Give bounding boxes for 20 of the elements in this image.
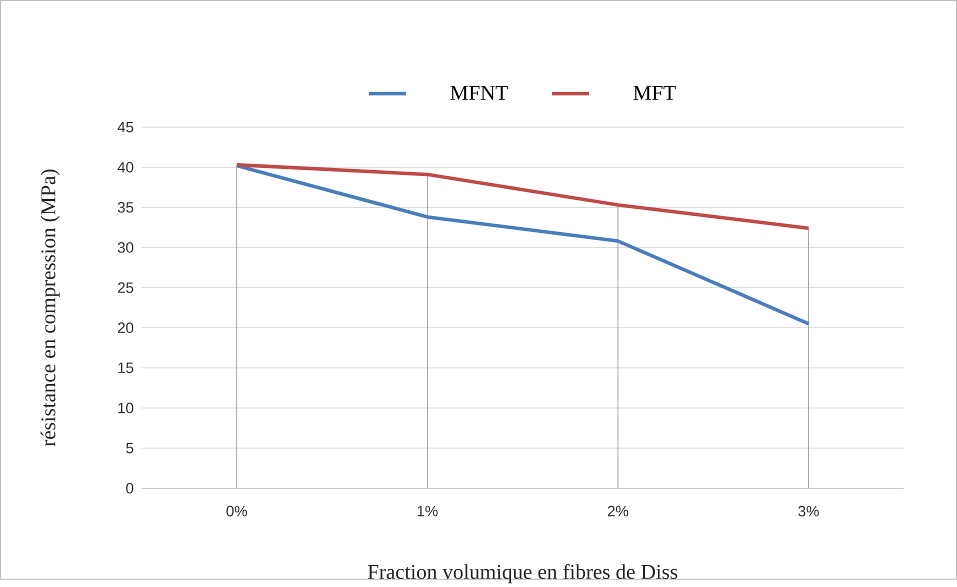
x-tick-label: 1% xyxy=(418,506,438,517)
y-tick-label: 40 xyxy=(118,162,134,173)
y-axis-title: résistance en compression (MPa) xyxy=(40,170,60,446)
y-tick-label: 20 xyxy=(118,322,134,334)
y-tick-label: 0 xyxy=(126,483,134,494)
line-series xyxy=(234,163,810,230)
y-tick-label: 25 xyxy=(118,282,134,294)
y-tick-label: 5 xyxy=(126,443,134,454)
x-tick-label: 3% xyxy=(798,506,819,517)
y-tick-label: 35 xyxy=(118,202,134,213)
x-tick-label: 0% xyxy=(226,506,248,517)
x-tick-label: 2% xyxy=(608,506,628,517)
y-tick-label: 45 xyxy=(118,122,134,133)
legend-label: MFNT xyxy=(450,86,508,100)
y-tick-label: 15 xyxy=(118,362,134,374)
x-axis-title: Fraction volumique en fibres de Diss xyxy=(368,564,678,584)
legend-label: MFT xyxy=(634,86,676,100)
y-tick-label: 30 xyxy=(118,242,134,253)
y-tick-label: 10 xyxy=(118,402,134,414)
line-series xyxy=(234,164,810,326)
